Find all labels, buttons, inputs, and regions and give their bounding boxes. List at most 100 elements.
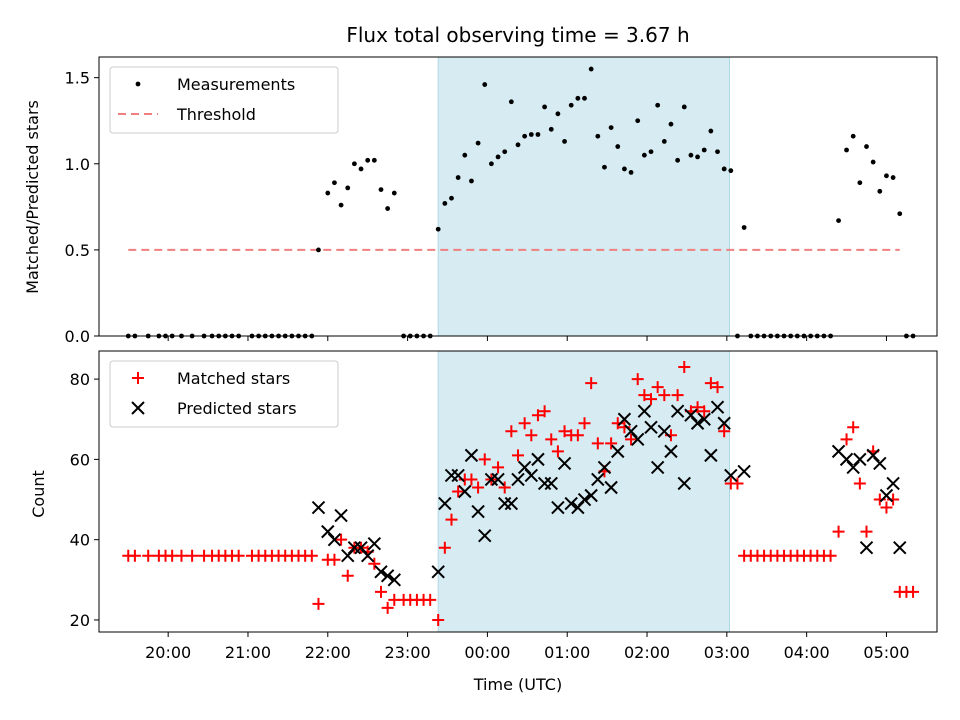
predicted-star-point	[438, 496, 452, 511]
x-tick-label: 02:00	[624, 643, 670, 662]
measurement-point	[661, 138, 667, 144]
x-tick-label: 05:00	[863, 643, 909, 662]
predicted-star-point	[704, 448, 718, 463]
measurement-point	[877, 188, 883, 194]
matched-star-point	[698, 405, 711, 418]
bottom-y-axis-label: Count	[29, 470, 48, 518]
predicted-star-point	[724, 468, 738, 483]
predicted-star-point	[690, 416, 705, 430]
observing-window-span	[438, 351, 730, 632]
matched-star-point	[631, 373, 644, 386]
legend-marker-predicted	[131, 401, 145, 415]
axes-frame	[98, 56, 938, 337]
measurement-point	[358, 166, 364, 172]
matched-star-point	[374, 585, 387, 598]
matched-star-point	[335, 533, 348, 546]
measurement-point	[365, 157, 371, 163]
measurement-point	[495, 154, 501, 160]
measurement-point	[850, 133, 856, 139]
predicted-star-point	[697, 412, 711, 426]
measurement-point	[568, 102, 574, 108]
measurement-point	[602, 164, 607, 170]
matched-star-point	[232, 549, 245, 562]
measurement-point	[836, 218, 841, 224]
matched-star-point	[312, 597, 325, 610]
measurement-point	[622, 166, 627, 172]
measurement-point	[575, 95, 581, 101]
x-tick-label: 22:00	[305, 643, 351, 662]
measurement-point	[502, 149, 508, 155]
predicted-star-point	[631, 432, 645, 447]
predicted-star-point	[557, 456, 572, 471]
predicted-star-point	[367, 536, 382, 551]
matched-star-point	[880, 501, 893, 514]
predicted-star-point	[458, 484, 472, 499]
legend: Measurements Threshold	[109, 66, 339, 134]
axes-frame	[98, 350, 938, 633]
measurement-point	[522, 133, 528, 139]
measurement-point	[528, 132, 534, 137]
predicted-star-point	[644, 420, 658, 434]
measurement-point	[351, 161, 357, 167]
legend: Matched stars Predicted stars	[109, 360, 339, 428]
matched-star-point	[128, 549, 141, 562]
measurement-point	[588, 66, 594, 72]
measurement-point	[695, 154, 700, 160]
matched-star-point	[498, 481, 511, 494]
measurement-point	[391, 190, 397, 196]
legend-box	[109, 66, 339, 134]
measurement-point	[338, 202, 344, 208]
matched-star-point	[424, 593, 437, 606]
measurement-point	[325, 190, 331, 196]
measurement-point	[595, 133, 601, 139]
x-tick-label: 20:00	[145, 643, 191, 662]
legend-label: Predicted stars	[177, 399, 297, 418]
legend-marker-measurements	[135, 81, 141, 87]
measurement-point	[455, 175, 461, 180]
measurement-point	[608, 125, 614, 131]
measurement-point	[535, 132, 541, 137]
predicted-star-point	[471, 504, 485, 519]
x-tick-label: 23:00	[385, 643, 431, 662]
measurement-point	[449, 195, 454, 201]
predicted-star-point	[597, 460, 612, 475]
matched-star-point	[328, 553, 341, 566]
measurement-point	[345, 185, 351, 191]
y-tick-label: 80	[70, 370, 90, 389]
predicted-star-point	[511, 472, 525, 487]
predicted-star-point	[886, 476, 900, 491]
predicted-star-point	[478, 528, 492, 543]
top-y-axis-label: Matched/Predicted stars	[23, 100, 42, 294]
measurement-point	[668, 121, 674, 127]
predicted-star-point	[617, 412, 632, 426]
measurement-point	[475, 140, 481, 146]
predicted-star-point	[737, 464, 751, 479]
measurement-point	[555, 111, 561, 117]
y-tick-label: 0.0	[65, 327, 90, 346]
legend-marker-matched	[132, 372, 144, 384]
measurement-point	[442, 200, 448, 206]
predicted-star-point	[491, 472, 505, 487]
predicted-star-point	[360, 549, 375, 563]
matched-star-point	[186, 549, 199, 562]
legend-label: Measurements	[177, 75, 295, 94]
matched-star-point	[432, 613, 445, 626]
predicted-star-point	[551, 500, 565, 515]
matched-star-point	[525, 429, 538, 442]
matched-star-point	[691, 401, 704, 414]
measurement-point	[488, 161, 494, 167]
matched-star-point	[625, 433, 638, 446]
predicted-star-point	[879, 488, 894, 503]
measurement-point	[508, 99, 514, 105]
matched-star-point	[305, 549, 318, 562]
top-panel: 0.0 0.5 1.0 1.5 Measurements Threshold	[65, 56, 938, 346]
matched-star-point	[645, 393, 658, 406]
matched-star-point	[907, 585, 920, 598]
matched-star-point	[558, 425, 571, 438]
y-tick-label: 40	[70, 531, 90, 550]
matched-star-point	[545, 433, 558, 446]
matched-star-point	[465, 473, 478, 486]
predicted-star-point	[873, 456, 887, 471]
y-tick-label: 60	[70, 450, 90, 469]
measurement-point	[332, 180, 337, 186]
